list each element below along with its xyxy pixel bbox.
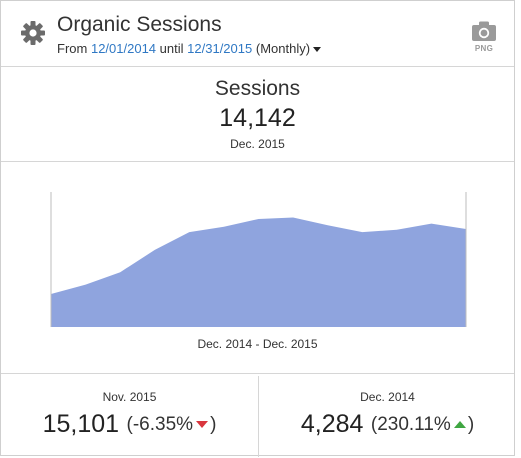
sessions-chart: Dec. 2014 - Dec. 2015 <box>1 162 514 374</box>
start-date-link[interactable]: 12/01/2014 <box>90 41 157 56</box>
png-export-button[interactable]: PNG <box>471 20 497 54</box>
png-label: PNG <box>474 44 494 53</box>
metric-title: Sessions <box>214 77 301 100</box>
change-close: ) <box>467 413 475 435</box>
comparison-row: 15,101 (-6.35%) <box>1 410 258 439</box>
comparison-previous-year: Dec. 2014 4,284 (230.11%) <box>259 376 516 457</box>
date-range-subtitle: From 12/01/2014 until 12/31/2015 (Monthl… <box>57 41 322 56</box>
comparison-label: Nov. 2015 <box>102 390 157 404</box>
arrow-up-icon <box>453 420 466 428</box>
gear-icon[interactable] <box>20 20 46 46</box>
comparison-row: 4,284 (230.11%) <box>259 410 516 439</box>
widget-header: Organic Sessions From 12/01/2014 until 1… <box>1 1 514 67</box>
sessions-area <box>51 217 466 327</box>
comparison-label: Dec. 2014 <box>360 390 415 404</box>
comparison-value: 4,284 <box>300 410 364 438</box>
arrow-down-icon <box>196 420 209 428</box>
from-text: From <box>57 41 88 56</box>
period-dropdown[interactable]: (Monthly) <box>255 41 322 56</box>
comparison-change: (-6.35%) <box>127 414 217 435</box>
area-chart <box>50 192 467 327</box>
current-metric: Sessions 14,142 Dec. 2015 <box>1 67 514 162</box>
change-close: ) <box>210 413 217 435</box>
comparison-previous-month: Nov. 2015 15,101 (-6.35%) <box>1 376 259 457</box>
camera-icon <box>472 21 496 41</box>
comparison-change: (230.11%) <box>371 414 474 435</box>
caret-down-icon <box>313 47 322 53</box>
period-label: (Monthly) <box>255 41 311 56</box>
metric-value: 14,142 <box>219 104 296 132</box>
change-percent: (-6.35% <box>126 413 194 435</box>
metric-date: Dec. 2015 <box>230 137 285 151</box>
until-text: until <box>159 41 184 56</box>
widget-title: Organic Sessions <box>57 13 222 36</box>
chart-range-label: Dec. 2014 - Dec. 2015 <box>197 337 318 351</box>
end-date-link[interactable]: 12/31/2015 <box>187 41 253 56</box>
change-percent: (230.11% <box>370 413 451 435</box>
comparison-value: 15,101 <box>42 410 120 438</box>
